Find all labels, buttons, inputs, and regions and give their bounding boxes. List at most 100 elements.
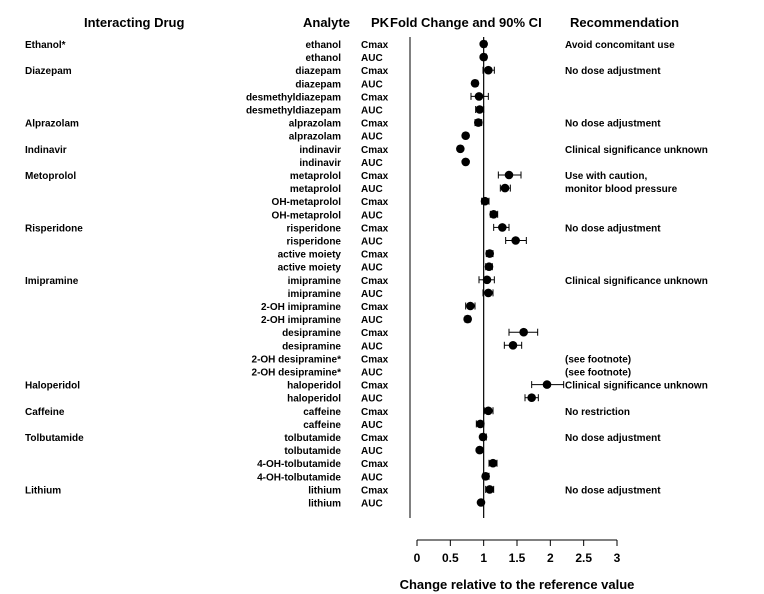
point-estimate bbox=[519, 327, 528, 337]
analyte-label: lithium bbox=[308, 499, 341, 510]
recommendation-label: (see footnote) bbox=[565, 368, 631, 379]
x-tick-label: 2 bbox=[547, 551, 554, 565]
point-estimate bbox=[484, 65, 493, 75]
recommendation-label: monitor blood pressure bbox=[565, 184, 678, 195]
point-estimate bbox=[542, 380, 552, 389]
table-rows: Ethanol* ethanol Cmax Avoid concomitant use… bbox=[25, 40, 708, 510]
recommendation-label: No dose adjustment bbox=[565, 66, 661, 77]
pk-parameter-label: Cmax bbox=[361, 250, 389, 261]
point-estimate bbox=[475, 105, 484, 114]
point-estimate bbox=[476, 419, 485, 429]
analyte-label: lithium bbox=[308, 485, 341, 496]
pk-parameter-label: Cmax bbox=[361, 407, 389, 418]
analyte-label: imipramine bbox=[288, 276, 342, 287]
analyte-label: diazepam bbox=[295, 79, 341, 90]
recommendation-label: Clinical significance unknown bbox=[565, 381, 708, 392]
drug-label: Metoprolol bbox=[25, 171, 76, 182]
analyte-label: OH-metaprolol bbox=[272, 197, 342, 208]
analyte-label: active moiety bbox=[278, 263, 342, 274]
pk-parameter-label: Cmax bbox=[361, 459, 389, 470]
pk-parameter-label: Cmax bbox=[361, 354, 389, 365]
pk-parameter-label: Cmax bbox=[361, 485, 389, 496]
point-estimate bbox=[498, 223, 507, 232]
analyte-label: active moiety bbox=[278, 250, 342, 261]
recommendation-label: Use with caution, bbox=[565, 171, 647, 182]
pk-parameter-label: Cmax bbox=[361, 66, 389, 77]
drug-label: Ethanol* bbox=[25, 40, 66, 51]
point-estimate bbox=[478, 432, 488, 442]
pk-parameter-label: AUC bbox=[361, 263, 383, 274]
analyte-label: alprazolam bbox=[289, 119, 341, 130]
pk-parameter-label: AUC bbox=[361, 315, 383, 326]
drug-label: Diazepam bbox=[25, 66, 72, 77]
point-estimate bbox=[485, 249, 494, 258]
x-tick-label: 3 bbox=[614, 551, 621, 565]
pk-parameter-label: AUC bbox=[361, 368, 383, 379]
point-estimate bbox=[480, 196, 490, 206]
header-interacting-drug: Interacting Drug bbox=[84, 15, 184, 30]
recommendation-label: No dose adjustment bbox=[565, 223, 661, 234]
pk-parameter-label: AUC bbox=[361, 79, 383, 90]
point-estimate bbox=[527, 393, 536, 403]
drug-label: Haloperidol bbox=[25, 381, 80, 392]
x-tick-label: 2.5 bbox=[575, 551, 592, 565]
recommendation-label: Clinical significance unknown bbox=[565, 145, 708, 156]
point-estimate bbox=[481, 472, 490, 481]
analyte-label: 2-OH desipramine* bbox=[252, 368, 342, 379]
pk-parameter-label: AUC bbox=[361, 394, 383, 405]
analyte-label: ethanol bbox=[305, 53, 341, 64]
point-estimate bbox=[488, 458, 498, 468]
drug-label: Risperidone bbox=[25, 223, 83, 234]
recommendation-label: Avoid concomitant use bbox=[565, 40, 675, 51]
pk-parameter-label: AUC bbox=[361, 289, 383, 300]
recommendation-label: No restriction bbox=[565, 407, 630, 418]
header-fold-change: Fold Change and 90% CI bbox=[390, 15, 542, 30]
analyte-label: indinavir bbox=[299, 145, 341, 156]
x-axis: 0 0.5 1 1.5 2 2.5 3 bbox=[414, 539, 621, 565]
pk-parameter-label: AUC bbox=[361, 210, 383, 221]
point-estimate bbox=[484, 288, 493, 298]
plot-marks bbox=[409, 37, 565, 518]
drug-label: Tolbutamide bbox=[25, 433, 84, 444]
analyte-label: metaprolol bbox=[290, 184, 341, 195]
recommendation-label: (see footnote) bbox=[565, 354, 631, 365]
point-estimate bbox=[482, 275, 492, 285]
pk-parameter-label: Cmax bbox=[361, 302, 389, 313]
point-estimate bbox=[476, 498, 486, 507]
drug-label: Alprazolam bbox=[25, 119, 79, 130]
analyte-label: haloperidol bbox=[287, 381, 341, 392]
point-estimate bbox=[485, 485, 494, 494]
analyte-label: 2-OH imipramine bbox=[261, 302, 341, 313]
point-estimate bbox=[475, 445, 484, 455]
header-recommendation: Recommendation bbox=[570, 15, 679, 30]
point-estimate bbox=[456, 144, 465, 154]
point-estimate bbox=[489, 210, 498, 219]
point-estimate bbox=[463, 314, 472, 324]
point-estimate bbox=[474, 118, 483, 127]
point-estimate bbox=[470, 79, 480, 88]
analyte-label: diazepam bbox=[295, 66, 341, 77]
pk-parameter-label: Cmax bbox=[361, 92, 389, 103]
pk-parameter-label: Cmax bbox=[361, 381, 389, 392]
analyte-label: alprazolam bbox=[289, 132, 341, 143]
pk-parameter-label: Cmax bbox=[361, 328, 389, 339]
header-analyte: Analyte bbox=[303, 15, 350, 30]
pk-parameter-label: AUC bbox=[361, 446, 383, 457]
analyte-label: desmethyldiazepam bbox=[246, 106, 341, 117]
point-estimate bbox=[484, 262, 494, 272]
analyte-label: caffeine bbox=[303, 407, 341, 418]
recommendation-label: No dose adjustment bbox=[565, 485, 661, 496]
analyte-label: imipramine bbox=[288, 289, 342, 300]
drug-label: Indinavir bbox=[25, 145, 67, 156]
x-axis-label: Change relative to the reference value bbox=[400, 577, 635, 592]
point-estimate bbox=[479, 52, 488, 62]
pk-parameter-label: AUC bbox=[361, 341, 383, 352]
pk-parameter-label: AUC bbox=[361, 106, 383, 117]
x-tick-label: 0.5 bbox=[442, 551, 459, 565]
drug-label: Lithium bbox=[25, 485, 61, 496]
pk-parameter-label: Cmax bbox=[361, 119, 389, 130]
pk-parameter-label: Cmax bbox=[361, 433, 389, 444]
drug-label: Caffeine bbox=[25, 407, 65, 418]
